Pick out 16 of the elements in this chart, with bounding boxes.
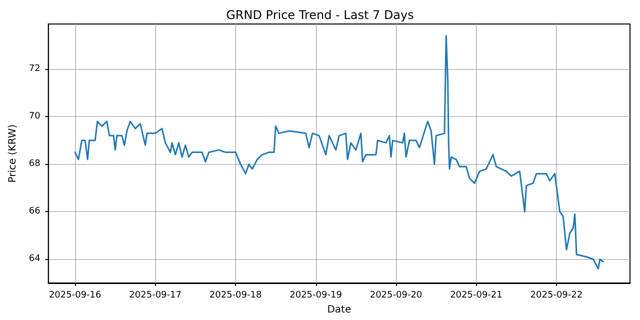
y-tick-label: 68 [28, 159, 41, 170]
x-axis-title: Date [327, 304, 352, 316]
x-tick-label: 2025-09-18 [209, 290, 262, 300]
x-tick-label: 2025-09-19 [290, 290, 342, 300]
y-tick-label: 72 [28, 64, 40, 74]
y-tick-label: 66 [28, 206, 41, 217]
y-axis-title: Price (KRW) [8, 124, 18, 183]
y-tick-label: 70 [28, 112, 41, 122]
y-tick-label: 64 [28, 254, 41, 264]
x-tick-label: 2025-09-21 [450, 290, 502, 300]
chart-title: GRND Price Trend - Last 7 Days [226, 8, 414, 22]
x-tick-label: 2025-09-20 [370, 290, 422, 300]
x-tick-label: 2025-09-16 [48, 290, 102, 300]
x-tick-label: 2025-09-22 [530, 290, 583, 300]
x-tick-label: 2025-09-17 [129, 290, 182, 300]
line-series [74, 35, 604, 270]
